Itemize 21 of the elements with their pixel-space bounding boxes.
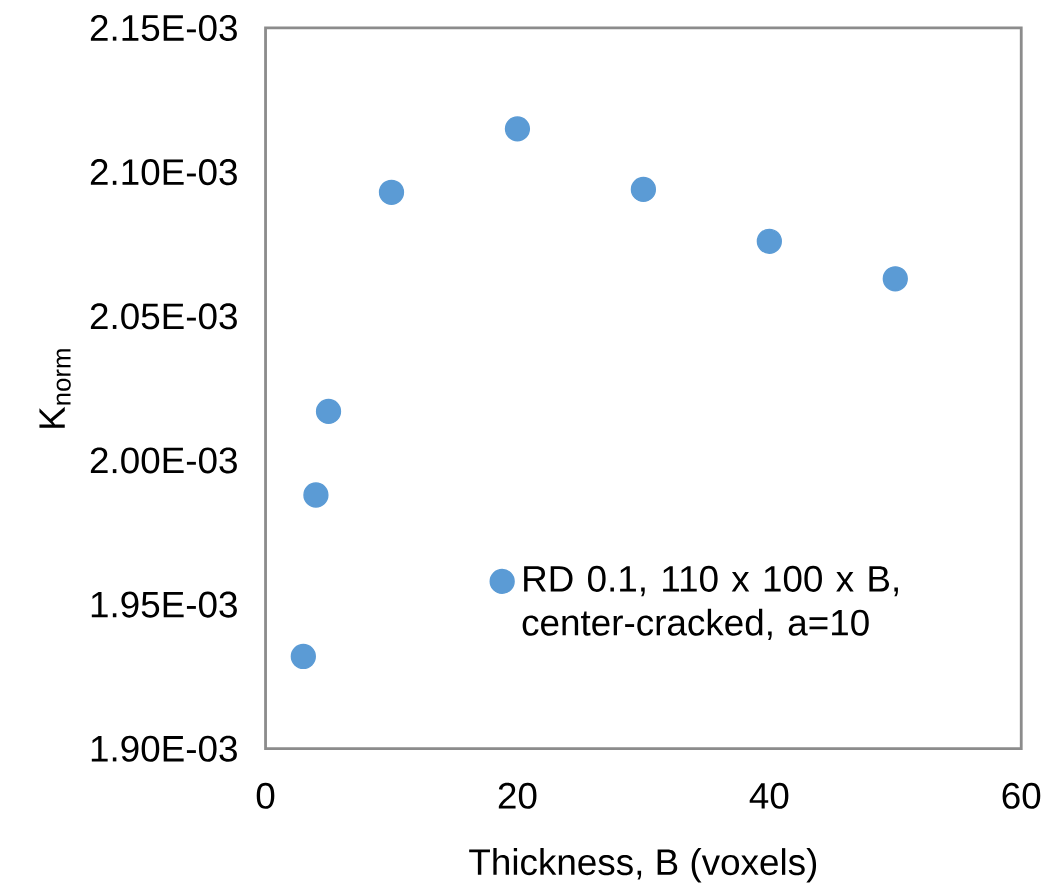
legend-label: RD 0.1, 110 x 100 x B, center-cracked, a=10 <box>522 565 898 640</box>
point <box>315 398 342 424</box>
point <box>303 482 329 508</box>
y-axis-title: K$_{norm}$ <box>39 349 71 428</box>
x-tick-label: 0 <box>256 782 275 809</box>
y-tick-label: 2.15E-03 <box>90 14 237 41</box>
point <box>290 643 316 669</box>
y-tick-label: 1.95E-03 <box>91 591 237 618</box>
x-tick-label: 40 <box>749 782 789 809</box>
y-tick-label: 2.00E-03 <box>90 447 237 474</box>
point <box>882 265 908 292</box>
x-axis-title: Thickness, B (voxels) <box>469 847 817 883</box>
y-tick-label: 2.10E-03 <box>90 158 237 185</box>
point <box>504 116 531 142</box>
x-tick-label: 20 <box>498 782 537 809</box>
x-tick-label: 60 <box>1002 782 1041 809</box>
point <box>378 179 405 205</box>
y-tick-label: 2.05E-03 <box>90 303 237 330</box>
y-tick-label: 1.90E-03 <box>91 735 237 762</box>
point <box>756 228 782 254</box>
point <box>630 176 657 202</box>
